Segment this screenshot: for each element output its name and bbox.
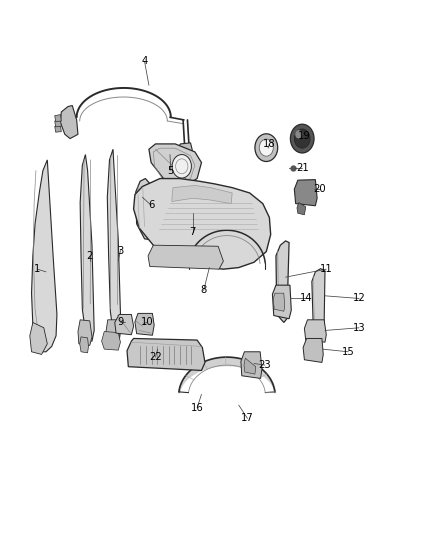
Polygon shape xyxy=(32,160,57,352)
Polygon shape xyxy=(303,338,323,362)
Circle shape xyxy=(172,155,191,178)
Text: 10: 10 xyxy=(141,318,153,327)
Circle shape xyxy=(295,130,302,139)
Polygon shape xyxy=(78,320,92,345)
Polygon shape xyxy=(107,149,121,342)
Circle shape xyxy=(294,129,310,148)
Polygon shape xyxy=(102,332,120,350)
Polygon shape xyxy=(127,338,205,370)
Polygon shape xyxy=(294,180,317,206)
Polygon shape xyxy=(304,320,326,342)
Polygon shape xyxy=(244,358,256,374)
Text: 3: 3 xyxy=(117,246,124,255)
Polygon shape xyxy=(241,352,262,378)
Circle shape xyxy=(255,134,278,161)
Polygon shape xyxy=(134,179,271,269)
Text: 1: 1 xyxy=(34,264,40,274)
Polygon shape xyxy=(273,293,285,311)
Text: 21: 21 xyxy=(296,163,309,173)
Text: 19: 19 xyxy=(298,131,311,141)
Text: 11: 11 xyxy=(320,264,333,274)
Polygon shape xyxy=(55,120,61,127)
Polygon shape xyxy=(136,179,155,240)
Polygon shape xyxy=(177,143,193,163)
Text: 22: 22 xyxy=(149,352,162,362)
Polygon shape xyxy=(60,106,78,139)
Polygon shape xyxy=(115,314,134,335)
Text: 20: 20 xyxy=(314,184,326,194)
Polygon shape xyxy=(172,185,232,204)
Text: 7: 7 xyxy=(190,227,196,237)
Polygon shape xyxy=(135,313,154,335)
Text: 17: 17 xyxy=(241,414,254,423)
Circle shape xyxy=(290,124,314,153)
Polygon shape xyxy=(149,144,201,187)
Text: 14: 14 xyxy=(300,294,313,303)
Polygon shape xyxy=(106,320,119,345)
Polygon shape xyxy=(80,337,88,353)
Polygon shape xyxy=(312,269,325,329)
Polygon shape xyxy=(55,125,61,132)
Polygon shape xyxy=(148,245,223,269)
Polygon shape xyxy=(276,241,289,322)
Polygon shape xyxy=(55,115,61,122)
Text: 12: 12 xyxy=(353,294,366,303)
Text: 5: 5 xyxy=(168,166,174,175)
Polygon shape xyxy=(272,285,291,319)
Text: 4: 4 xyxy=(141,56,148,66)
Polygon shape xyxy=(297,203,306,215)
Polygon shape xyxy=(80,155,94,341)
Text: 2: 2 xyxy=(87,251,93,261)
Polygon shape xyxy=(30,322,47,354)
Text: 9: 9 xyxy=(117,318,124,327)
Text: 18: 18 xyxy=(263,139,276,149)
Text: 16: 16 xyxy=(191,403,204,413)
Circle shape xyxy=(259,139,273,156)
Text: 6: 6 xyxy=(148,200,154,210)
Text: 8: 8 xyxy=(201,286,207,295)
Text: 13: 13 xyxy=(353,323,365,333)
Text: 15: 15 xyxy=(342,347,355,357)
Text: 23: 23 xyxy=(259,360,271,370)
